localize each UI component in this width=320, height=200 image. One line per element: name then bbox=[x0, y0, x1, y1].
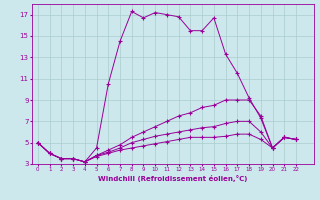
X-axis label: Windchill (Refroidissement éolien,°C): Windchill (Refroidissement éolien,°C) bbox=[98, 175, 247, 182]
